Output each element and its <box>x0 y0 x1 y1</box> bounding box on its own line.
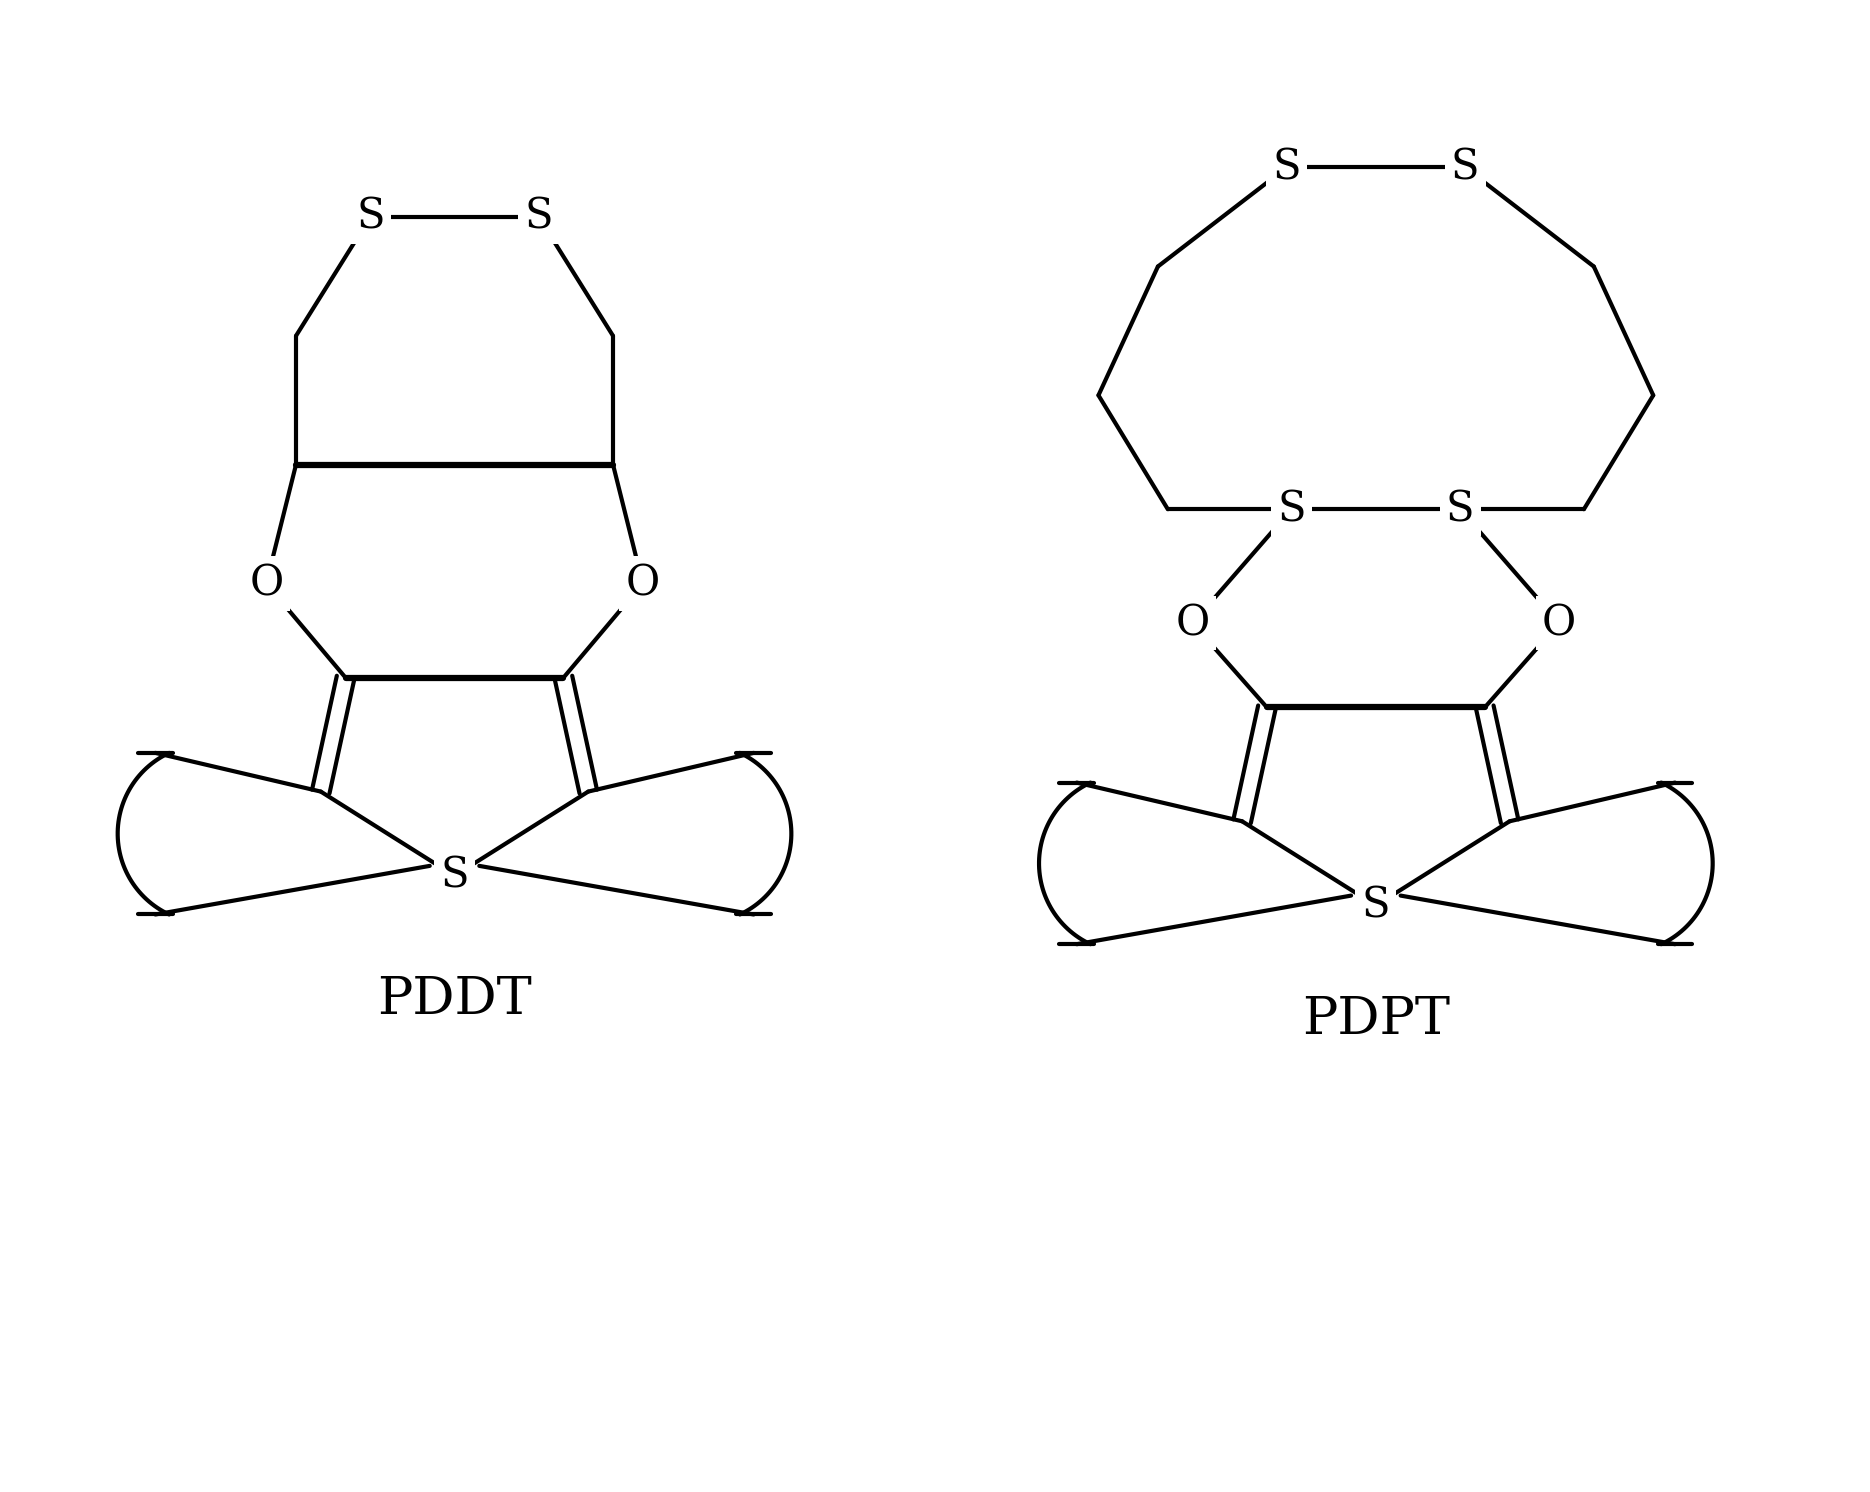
Text: S: S <box>1277 488 1305 530</box>
Text: O: O <box>1176 603 1210 645</box>
Text: S: S <box>524 195 554 237</box>
Text: S: S <box>1446 488 1474 530</box>
Text: S: S <box>355 195 385 237</box>
Text: S: S <box>439 855 469 897</box>
Text: O: O <box>1543 603 1576 645</box>
Text: O: O <box>626 562 660 604</box>
Text: S: S <box>1451 146 1479 188</box>
Text: PDDT: PDDT <box>378 974 531 1025</box>
Text: S: S <box>1272 146 1302 188</box>
Text: S: S <box>1361 885 1389 927</box>
Text: O: O <box>249 562 284 604</box>
Text: PDPT: PDPT <box>1302 994 1449 1044</box>
